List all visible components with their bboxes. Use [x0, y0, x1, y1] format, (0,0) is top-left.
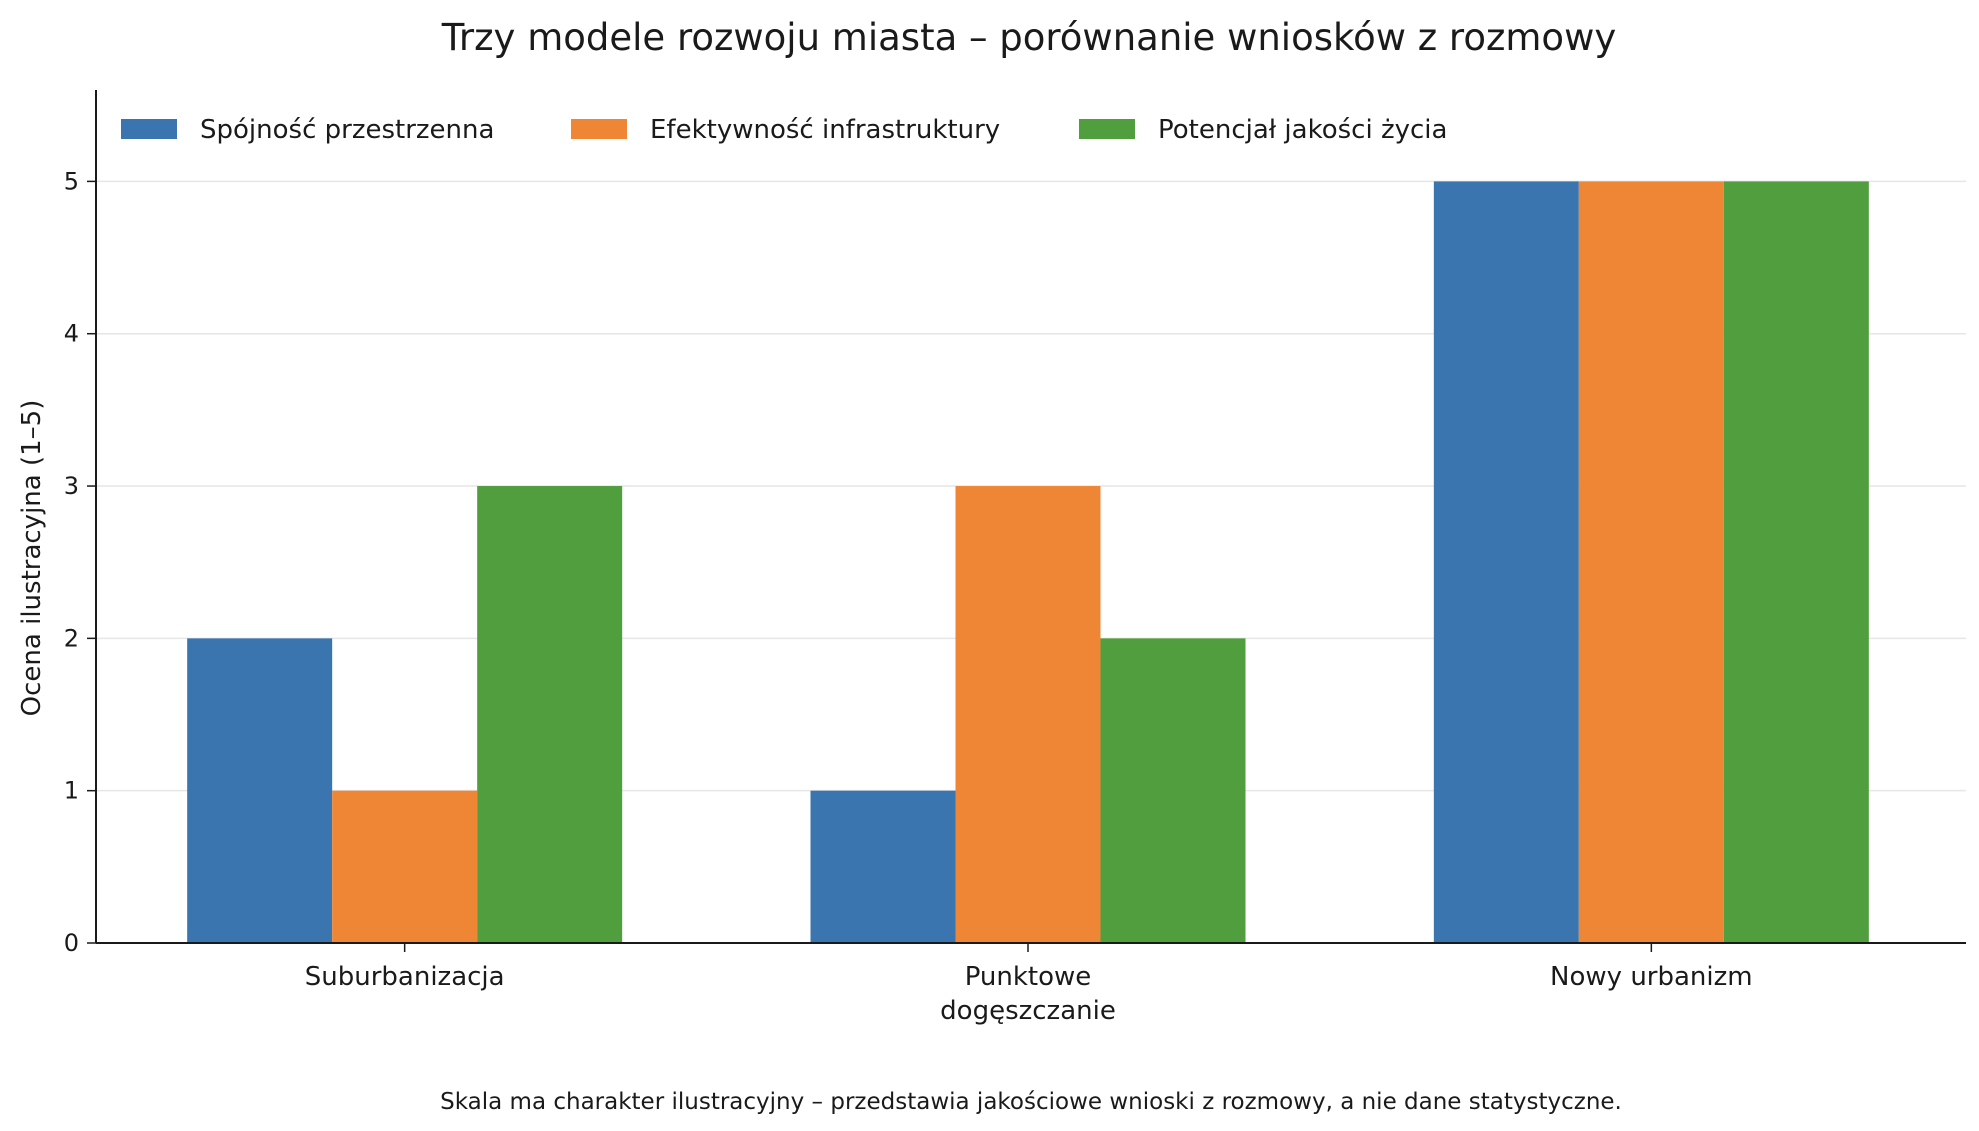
legend-swatch-3 [1079, 119, 1135, 139]
legend-label-3: Potencjał jakości życia [1158, 115, 1447, 145]
bar-1-2 [810, 790, 956, 943]
x-tick-label-1: Suburbanizacja [305, 962, 505, 992]
bars [187, 181, 1869, 944]
y-tick-label: 4 [64, 320, 79, 348]
bar-3-3 [1723, 181, 1869, 944]
bar-3-2 [1100, 638, 1246, 943]
x-tick-label-3: Nowy urbanizm [1550, 962, 1753, 992]
chart-title: Trzy modele rozwoju miasta – porównanie … [441, 16, 1616, 59]
legend: Spójność przestrzenna Efektywność infrast… [121, 115, 1447, 145]
axes: 0 1 2 3 4 5 Suburbanizacja Punktowe dogęszczanie… [64, 90, 1966, 1026]
y-tick-label: 3 [64, 472, 79, 500]
bar-3-1 [477, 486, 623, 943]
x-tick-label-2: Punktowe dogęszczanie [940, 962, 1116, 1026]
legend-label-2: Efektywność infrastruktury [650, 115, 1000, 145]
chart-footnote: Skala ma charakter ilustracyjny – przeds… [440, 1089, 1622, 1115]
bar-2-1 [332, 790, 478, 943]
legend-swatch-1 [121, 119, 177, 139]
legend-swatch-2 [571, 119, 627, 139]
bar-1-1 [187, 638, 333, 943]
legend-label-1: Spójność przestrzenna [200, 115, 494, 145]
bar-1-3 [1433, 181, 1579, 944]
bar-2-3 [1578, 181, 1724, 944]
y-axis-label: Ocena ilustracyjna (1–5) [17, 400, 47, 717]
bar-2-2 [955, 486, 1101, 943]
y-tick-label: 1 [64, 777, 79, 805]
y-tick-label: 2 [64, 624, 79, 652]
y-tick-label: 0 [64, 929, 79, 957]
y-tick-label: 5 [64, 167, 79, 195]
